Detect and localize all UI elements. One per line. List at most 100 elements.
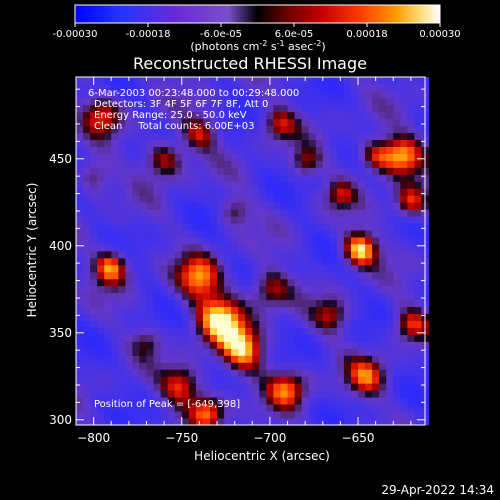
heatmap-cell <box>167 90 176 99</box>
heatmap-cell <box>407 223 415 231</box>
heatmap-cell <box>146 418 154 426</box>
heatmap-cell <box>301 174 310 182</box>
heatmap-cell <box>202 264 211 273</box>
heatmap-cell <box>132 153 140 161</box>
heatmap-cell <box>414 223 422 231</box>
heatmap-cell <box>160 292 169 301</box>
heatmap-cell <box>104 83 112 92</box>
heatmap-cell <box>315 104 324 113</box>
heatmap-cell <box>294 139 303 147</box>
heatmap-cell <box>386 348 394 356</box>
heatmap-cell <box>104 278 112 287</box>
heatmap-cell <box>245 104 253 113</box>
colorbar-tick-label: -0.00018 <box>126 29 171 40</box>
heatmap-cell <box>280 411 288 419</box>
heatmap-cell <box>132 251 140 259</box>
heatmap-cell <box>217 257 225 266</box>
heatmap-cell <box>308 153 317 161</box>
heatmap-cell <box>139 216 147 224</box>
heatmap-cell <box>83 209 91 217</box>
heatmap-cell <box>365 230 373 238</box>
heatmap-cell <box>90 174 98 182</box>
heatmap-cell <box>287 411 295 419</box>
heatmap-cell <box>294 383 303 391</box>
heatmap-cell <box>224 327 232 335</box>
heatmap-cell <box>231 299 239 308</box>
heatmap-cell <box>174 77 183 85</box>
heatmap-cell <box>181 285 190 294</box>
heatmap-cell <box>160 404 169 412</box>
heatmap-cell <box>294 362 303 370</box>
heatmap-cell <box>379 125 387 134</box>
heatmap-cell <box>287 264 295 273</box>
heatmap-cell <box>160 348 169 356</box>
heatmap-cell <box>358 348 366 356</box>
heatmap-cell <box>273 132 281 141</box>
heatmap-cell <box>393 153 401 161</box>
heatmap-cell <box>365 411 373 419</box>
heatmap-cell <box>273 299 281 308</box>
heatmap-cell <box>217 118 225 127</box>
heatmap-cell <box>224 264 232 273</box>
heatmap-cell <box>188 237 197 245</box>
heatmap-cell <box>386 355 394 363</box>
heatmap-cell <box>76 292 84 301</box>
heatmap-cell <box>231 237 239 245</box>
heatmap-cell <box>400 125 408 134</box>
heatmap-cell <box>90 216 98 224</box>
heatmap-cell <box>118 397 126 405</box>
heatmap-cell <box>181 278 190 287</box>
heatmap-cell <box>350 90 359 99</box>
heatmap-cell <box>181 348 190 356</box>
heatmap-cell <box>350 216 359 224</box>
heatmap-cell <box>252 264 260 273</box>
heatmap-cell <box>273 146 281 154</box>
heatmap-cell <box>336 313 345 321</box>
heatmap-cell <box>209 146 218 154</box>
heatmap-cell <box>358 362 366 370</box>
heatmap-cell <box>245 418 253 426</box>
heatmap-cell <box>287 77 295 85</box>
heatmap-cell <box>245 251 253 259</box>
heatmap-cell <box>153 132 162 141</box>
heatmap-cell <box>167 125 176 134</box>
heatmap-cell <box>329 139 338 147</box>
heatmap-cell <box>76 285 84 294</box>
heatmap-cell <box>280 237 288 245</box>
heatmap-cell <box>76 404 84 412</box>
heatmap-cell <box>209 153 218 161</box>
heatmap-cell <box>76 327 84 335</box>
heatmap-cell <box>217 306 225 315</box>
heatmap-cell <box>414 355 422 363</box>
heatmap-cell <box>209 132 218 141</box>
heatmap-cell <box>202 167 211 175</box>
heatmap-cell <box>118 223 126 231</box>
heatmap-cell <box>372 244 380 252</box>
heatmap-cell <box>329 418 338 426</box>
heatmap-cell <box>308 167 317 175</box>
heatmap-cell <box>209 397 218 405</box>
heatmap-cell <box>238 90 246 99</box>
heatmap-cell <box>365 90 373 99</box>
heatmap-cell <box>146 271 154 280</box>
heatmap-cell <box>139 209 147 217</box>
heatmap-cell <box>350 146 359 154</box>
heatmap-cell <box>266 264 274 273</box>
heatmap-cell <box>266 160 274 168</box>
heatmap-cell <box>76 97 84 106</box>
heatmap-cell <box>414 160 422 168</box>
heatmap-cell <box>153 237 162 245</box>
heatmap-cell <box>386 313 394 321</box>
heatmap-cell <box>252 341 260 349</box>
heatmap-cell <box>111 230 119 238</box>
heatmap-cell <box>217 390 225 398</box>
heatmap-cell <box>111 334 119 342</box>
heatmap-cell <box>97 257 105 266</box>
heatmap-cell <box>83 146 91 154</box>
heatmap-cell <box>160 139 169 147</box>
heatmap-cell <box>393 77 401 85</box>
heatmap-cell <box>195 174 204 182</box>
heatmap-cell <box>139 125 147 134</box>
heatmap-cell <box>414 244 422 252</box>
